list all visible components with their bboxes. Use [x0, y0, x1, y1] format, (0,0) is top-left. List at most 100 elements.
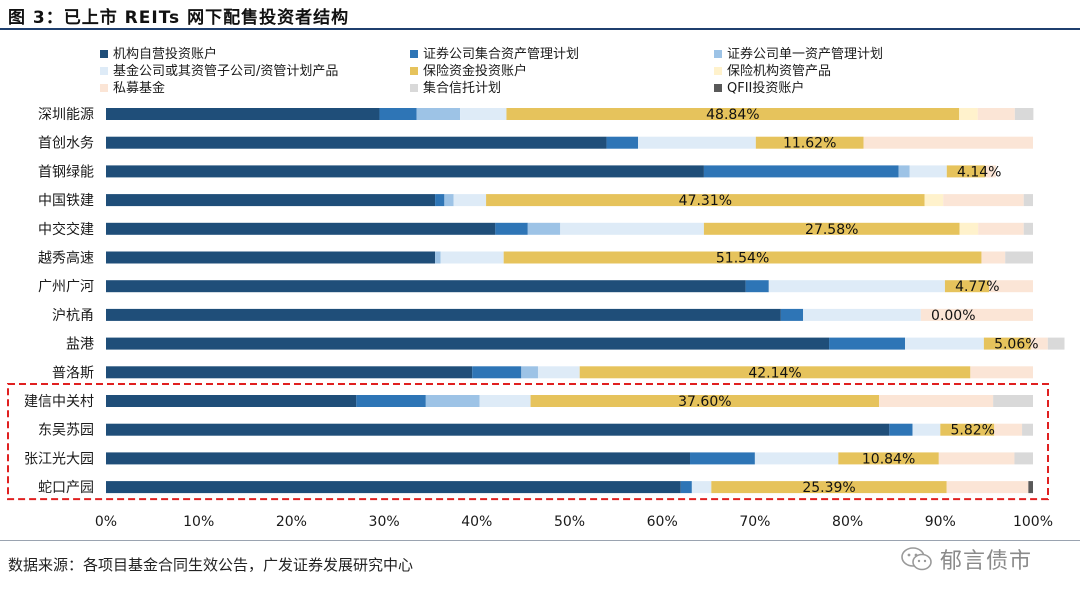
x-tick-label: 40%	[461, 514, 492, 530]
bar-segment	[106, 165, 704, 178]
bar-segment	[940, 423, 995, 436]
data-label: 11.62%	[783, 136, 836, 152]
bar-segment	[379, 108, 417, 120]
category-label: 广州广河	[38, 279, 94, 295]
bar-segment	[527, 222, 561, 235]
data-label: 27.58%	[805, 222, 858, 238]
bar-segment	[829, 337, 906, 350]
bar-segment	[1014, 452, 1033, 465]
data-label: 10.84%	[862, 451, 915, 467]
bar-segment	[106, 366, 473, 379]
title-bar: 图 3：已上市 REITs 网下配售投资者结构	[0, 0, 1080, 30]
bar-segment	[472, 366, 522, 379]
data-label: 42.14%	[748, 365, 801, 381]
data-label: 5.82%	[951, 423, 995, 439]
category-label: 深圳能源	[38, 107, 94, 123]
data-labels: 48.84% 11.62% 4.14% 47.31% 27.58% 51.54% 4.77%…	[678, 107, 1038, 496]
bar-segment	[106, 308, 781, 321]
bar-segment	[803, 308, 921, 321]
highlight-box	[7, 383, 1049, 501]
x-tick-label: 90%	[925, 514, 956, 530]
bar-segment	[1030, 337, 1048, 350]
x-tick-label: 10%	[183, 514, 214, 530]
bar-segment	[993, 395, 1033, 407]
category-label: 蛇口产园	[38, 480, 94, 496]
x-tick-label: 50%	[554, 514, 585, 530]
bar-segment	[537, 366, 580, 379]
bar-segment	[924, 194, 944, 207]
bar-segment	[460, 108, 507, 120]
category-label: 普洛斯	[52, 365, 94, 381]
bar-segment	[106, 251, 436, 264]
bar-segment	[889, 423, 913, 436]
bar-segment	[838, 452, 939, 465]
bar-segment	[690, 452, 755, 465]
bar-segment	[920, 308, 1033, 321]
legend-label: 私募基金	[113, 80, 165, 96]
category-label: 张江光大园	[24, 451, 94, 467]
bar-segment	[1023, 194, 1033, 207]
bar-segment	[503, 251, 982, 264]
wechat-icon	[901, 547, 932, 571]
bar-segment	[863, 136, 1033, 149]
category-label: 盐港	[66, 337, 94, 353]
bar-segment	[1047, 337, 1065, 350]
data-label: 5.06%	[994, 337, 1038, 353]
bar-segment	[983, 337, 1031, 350]
bar-segment	[938, 452, 1015, 465]
bar-segment	[444, 194, 454, 207]
legend-swatch	[410, 84, 418, 92]
chart-bars	[106, 108, 1065, 494]
bar-segment	[453, 194, 487, 207]
bar-segment	[898, 165, 910, 178]
bar-segment	[994, 423, 1023, 436]
bar-segment	[977, 108, 1015, 120]
bar-segment	[768, 280, 945, 293]
bar-segment	[745, 280, 769, 293]
data-label: 0.00%	[931, 308, 975, 324]
bar-segment	[560, 222, 704, 235]
legend-swatch	[714, 67, 722, 75]
bar-segment	[425, 395, 480, 407]
legend-swatch	[100, 84, 108, 92]
bar-segment	[638, 136, 756, 149]
bar-segment	[106, 337, 830, 350]
bar-segment	[606, 136, 639, 149]
bar-segment	[943, 194, 1024, 207]
bar-segment	[703, 222, 960, 235]
category-label: 中交交建	[38, 221, 94, 238]
bar-segment	[703, 165, 899, 178]
bar-segment	[495, 222, 528, 235]
footer-divider	[0, 540, 1080, 541]
bar-segment	[1023, 222, 1033, 235]
x-tick-label: 80%	[832, 514, 863, 530]
chart-legend: 机构自营投资账户 证券公司集合资产管理计划 证券公司单一资产管理计划基金公司或其资管…	[100, 46, 883, 96]
category-label: 越秀高速	[38, 250, 94, 267]
bar-segment	[579, 366, 971, 379]
bar-segment	[435, 251, 441, 264]
bar-segment	[106, 136, 607, 149]
stacked-bar-chart: 机构自营投资账户 证券公司集合资产管理计划 证券公司单一资产管理计划基金公司或其资管…	[7, 46, 1065, 530]
legend-label: 基金公司或其资管子公司/资管计划产品	[113, 63, 338, 79]
bar-segment	[416, 108, 461, 120]
bar-segment	[106, 481, 681, 494]
legend-swatch	[410, 67, 418, 75]
bar-segment	[440, 251, 504, 264]
bar-segment	[106, 280, 746, 293]
bar-segment	[356, 395, 426, 407]
bar-segment	[879, 395, 994, 407]
legend-label: QFII投资账户	[727, 80, 804, 96]
bar-segment	[909, 165, 947, 178]
bar-segment	[754, 452, 839, 465]
watermark-text: 郁言债市	[940, 549, 1033, 574]
bar-segment	[946, 481, 1029, 494]
bar-segment	[479, 395, 531, 407]
legend-label: 证券公司集合资产管理计划	[423, 46, 579, 62]
bar-segment	[680, 481, 692, 494]
bar-segment	[944, 280, 990, 293]
data-label: 4.77%	[955, 279, 999, 295]
data-label: 51.54%	[716, 251, 769, 267]
source-note: 数据来源：各项目基金合同生效公告，广发证券发展研究中心	[8, 556, 414, 574]
bar-segment	[106, 108, 380, 120]
legend-label: 证券公司单一资产管理计划	[727, 46, 883, 62]
